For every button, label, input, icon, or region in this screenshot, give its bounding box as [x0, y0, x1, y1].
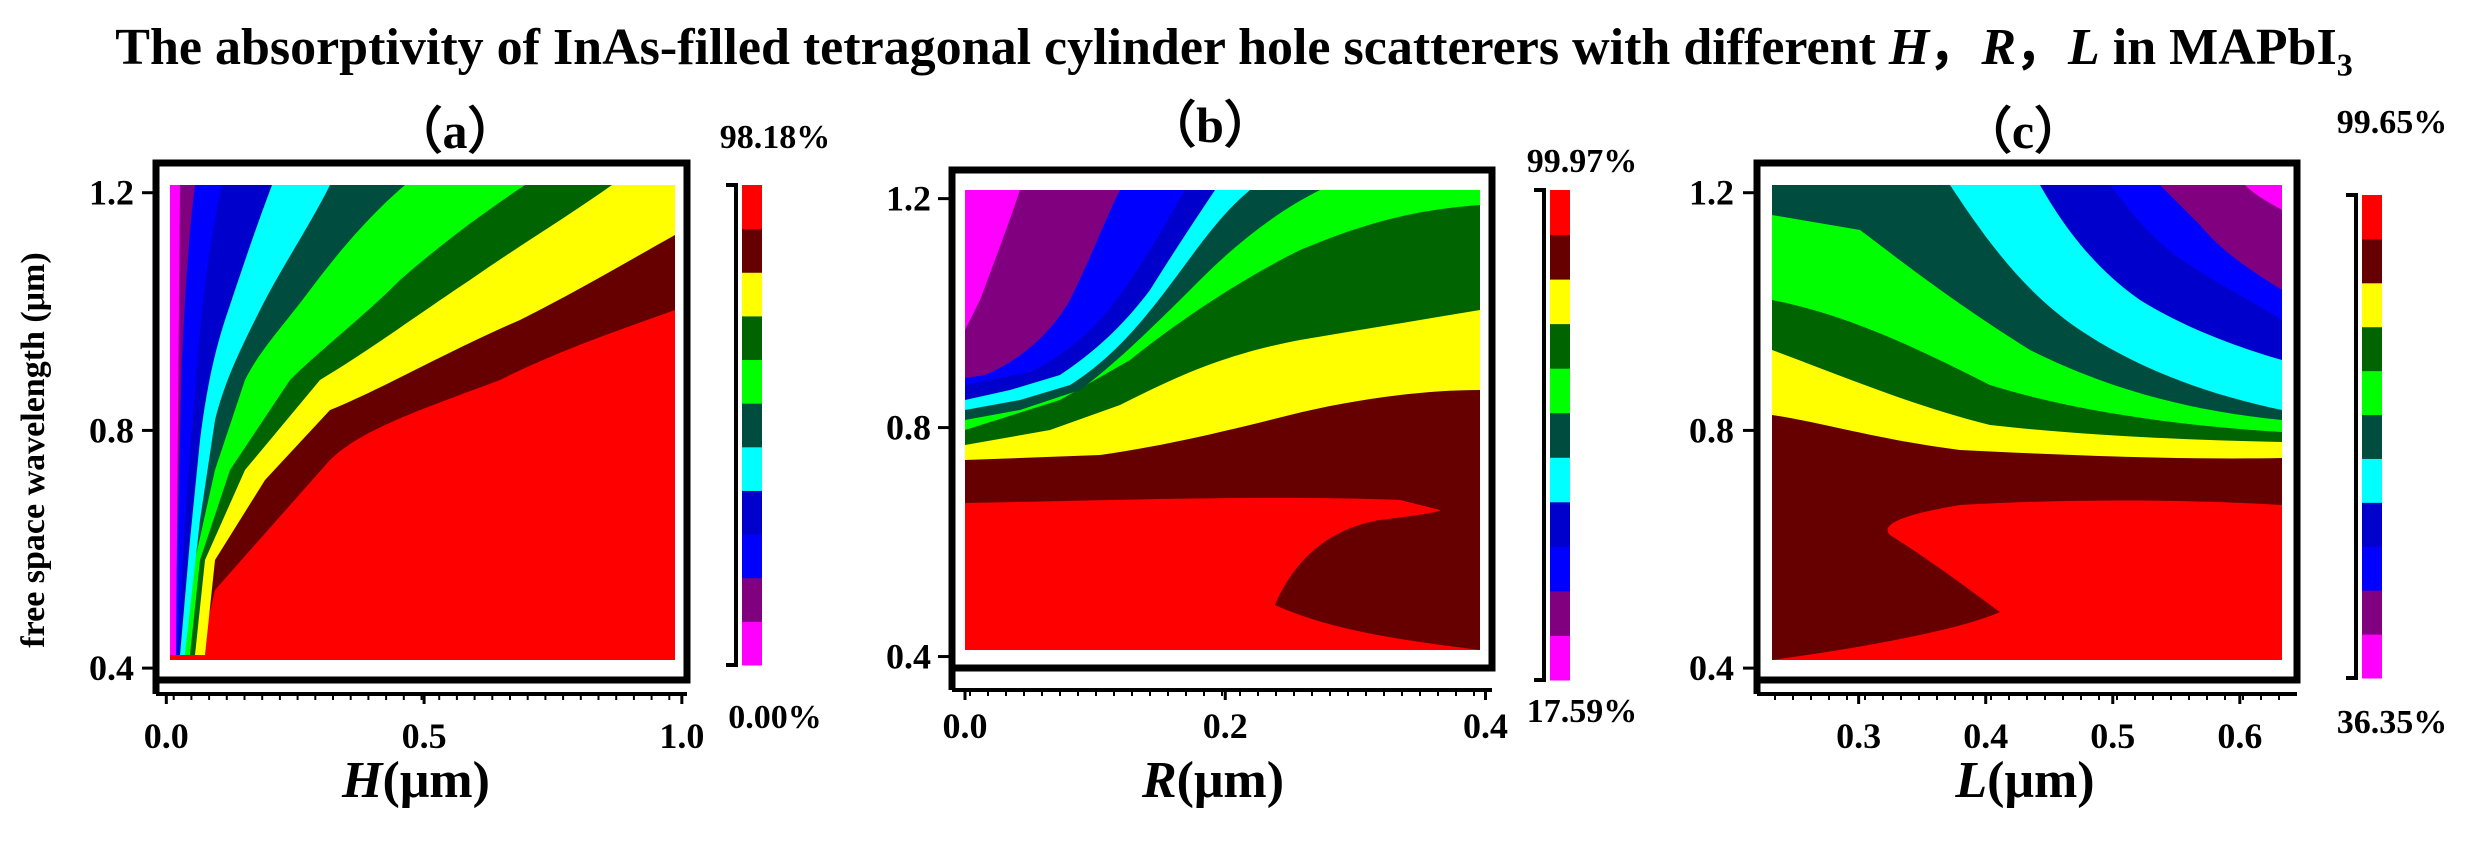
- panel-c-colorbar-min: 36.35%: [2337, 704, 2448, 741]
- panel-b-frame: [948, 166, 1496, 672]
- panel-b-xtick-label: 0.4: [1463, 706, 1508, 746]
- panel-b-level-purple: [965, 190, 1120, 378]
- panel-c-level-purple: [2160, 185, 2282, 290]
- panel-c-colorbar-swatch: [2362, 590, 2382, 635]
- panel-a-label: （a）: [393, 103, 518, 159]
- panel-a-x-ticks: 0.0 0.5 1.0: [144, 694, 704, 756]
- panel-a-xtick-label: 0.5: [402, 716, 447, 756]
- panel-b-label: （b）: [1146, 97, 1274, 153]
- panel-a-colorbar-bracket: [726, 183, 738, 667]
- panel-c-xtick-label: 0.3: [1836, 716, 1881, 756]
- panel-a-colorbar: [726, 183, 762, 667]
- panel-a-colorbar-swatch: [742, 446, 762, 491]
- title-var-h: H: [1888, 19, 1930, 76]
- panel-a-colorbar-swatch: [742, 577, 762, 622]
- panel-b-colorbar-max: 99.97%: [1527, 143, 1638, 180]
- panel-c-x-ticks: 0.3 0.4 0.5 0.6: [1774, 694, 2280, 756]
- panel-c-colorbar-swatch: [2362, 634, 2382, 679]
- panel-b-colorbar-swatch: [1550, 323, 1570, 369]
- panel-a-xtick-label: 1.0: [659, 716, 704, 756]
- panel-c-frame: [1753, 159, 2301, 684]
- panel-a-contours: [170, 185, 675, 660]
- panel-c-colorbar-swatch: [2362, 238, 2382, 284]
- panel-c-level-magenta: [2245, 185, 2282, 210]
- panel-c-colorbar-swatch: [2362, 458, 2382, 503]
- panel-b-colorbar-swatch: [1550, 190, 1570, 236]
- panel-a-colorbar-swatch: [742, 534, 762, 579]
- panel-c-label: （c）: [1962, 103, 2084, 159]
- panel-c-ytick-label: 0.8: [1689, 410, 1734, 450]
- panel-a-colorbar-swatch: [742, 272, 762, 317]
- panel-b-colorbar: [1534, 188, 1570, 682]
- panel-b-colorbar-swatch: [1550, 635, 1570, 681]
- panel-a-colorbar-swatch: [742, 185, 762, 230]
- panel-c-colorbar-swatch: [2362, 546, 2382, 591]
- panel-a-colorbar-max: 98.18%: [720, 119, 831, 156]
- panel-c-xtick-label: 0.5: [2090, 716, 2135, 756]
- title-var-r: R: [1981, 19, 2017, 76]
- panel-c-colorbar-bracket: [2346, 193, 2358, 680]
- panel-c-colorbar-swatch: [2362, 326, 2382, 372]
- panel-a-level-magenta: [170, 185, 180, 655]
- panel-a-ytick-label: 1.2: [89, 173, 134, 213]
- panel-b-level-magenta: [965, 190, 1020, 330]
- panel-a-colorbar-swatch: [742, 315, 762, 361]
- panel-a-frame: [152, 159, 691, 684]
- panel-a: （a） free space wavelength (μm) 0.0 0.5 1.0…: [15, 103, 830, 809]
- panel-c-colorbar-swatch: [2362, 502, 2382, 547]
- panel-c-ytick-label: 1.2: [1689, 173, 1734, 213]
- panel-b-colorbar-swatch: [1550, 457, 1570, 503]
- panel-b: （b） 0.0 0.2 0.4 0.4 0.8 1.2 R(μm) 99.97% 17.…: [886, 97, 1637, 809]
- panel-c-level-blue: [1772, 185, 2282, 320]
- panel-a-ytick-label: 0.8: [89, 410, 134, 450]
- panel-a-ytick-label: 0.4: [89, 648, 134, 688]
- panel-c-xlabel: L(μm): [1954, 752, 2094, 809]
- panel-c-colorbar-swatch: [2362, 414, 2382, 459]
- panel-b-colorbar-swatch: [1550, 501, 1570, 547]
- panel-a-colorbar-swatch: [742, 228, 762, 273]
- panel-c-colorbar: [2346, 193, 2382, 680]
- panel-a-colorbar-swatch: [742, 403, 762, 448]
- panel-b-ytick-label: 0.4: [886, 637, 931, 677]
- panel-c-colorbar-swatch: [2362, 370, 2382, 416]
- panel-c-colorbar-max: 99.65%: [2337, 104, 2448, 141]
- panel-b-y-ticks: 0.4 0.8 1.2: [886, 179, 952, 677]
- panel-b-colorbar-swatch: [1550, 234, 1570, 280]
- figure-title: The absorptivity of InAs-filled tetragon…: [115, 19, 2353, 83]
- panel-b-colorbar-swatch: [1550, 412, 1570, 458]
- panel-a-xlabel: H(μm): [341, 752, 490, 809]
- panel-b-ytick-label: 0.8: [886, 408, 931, 448]
- panel-b-colorbar-swatch: [1550, 590, 1570, 636]
- panel-b-colorbar-bracket: [1534, 188, 1546, 682]
- title-subscript: 3: [2336, 46, 2353, 83]
- panel-b-colorbar-min: 17.59%: [1527, 693, 1638, 730]
- panel-c-contours: [1772, 185, 2282, 660]
- panel-b-colorbar-swatch: [1550, 368, 1570, 414]
- panel-a-y-ticks: 0.4 0.8 1.2: [89, 173, 156, 688]
- panel-b-xtick-label: 0.2: [1203, 706, 1248, 746]
- panel-c-colorbar-swatch: [2362, 195, 2382, 240]
- panel-c-xtick-label: 0.6: [2217, 716, 2262, 756]
- panel-c-ytick-label: 0.4: [1689, 648, 1734, 688]
- panel-a-colorbar-swatch: [742, 359, 762, 404]
- panel-c-y-ticks: 0.4 0.8 1.2: [1689, 173, 1757, 688]
- panel-a-xtick-label: 0.0: [144, 716, 189, 756]
- panel-a-colorbar-swatch: [742, 490, 762, 535]
- panel-b-xtick-label: 0.0: [943, 706, 988, 746]
- panel-b-ytick-label: 1.2: [886, 179, 931, 219]
- panel-b-xlabel: R(μm): [1141, 752, 1284, 809]
- panel-c-colorbar-swatch: [2362, 282, 2382, 328]
- panel-b-colorbar-swatch: [1550, 279, 1570, 325]
- panel-b-contours: [965, 190, 1480, 650]
- panel-c: （c） 0.3 0.4 0.5 0.6 0.40.81.2 L(μm) 99.65% …: [1689, 103, 2447, 809]
- panel-a-ylabel: free space wavelength (μm): [15, 252, 52, 647]
- panel-b-colorbar-swatch: [1550, 546, 1570, 592]
- panel-a-colorbar-min: 0.00%: [728, 699, 822, 736]
- panel-b-x-ticks: 0.0 0.2 0.4: [943, 690, 1508, 746]
- title-var-l: L: [2068, 19, 2100, 76]
- panel-c-xtick-label: 0.4: [1963, 716, 2008, 756]
- panel-a-colorbar-swatch: [742, 621, 762, 666]
